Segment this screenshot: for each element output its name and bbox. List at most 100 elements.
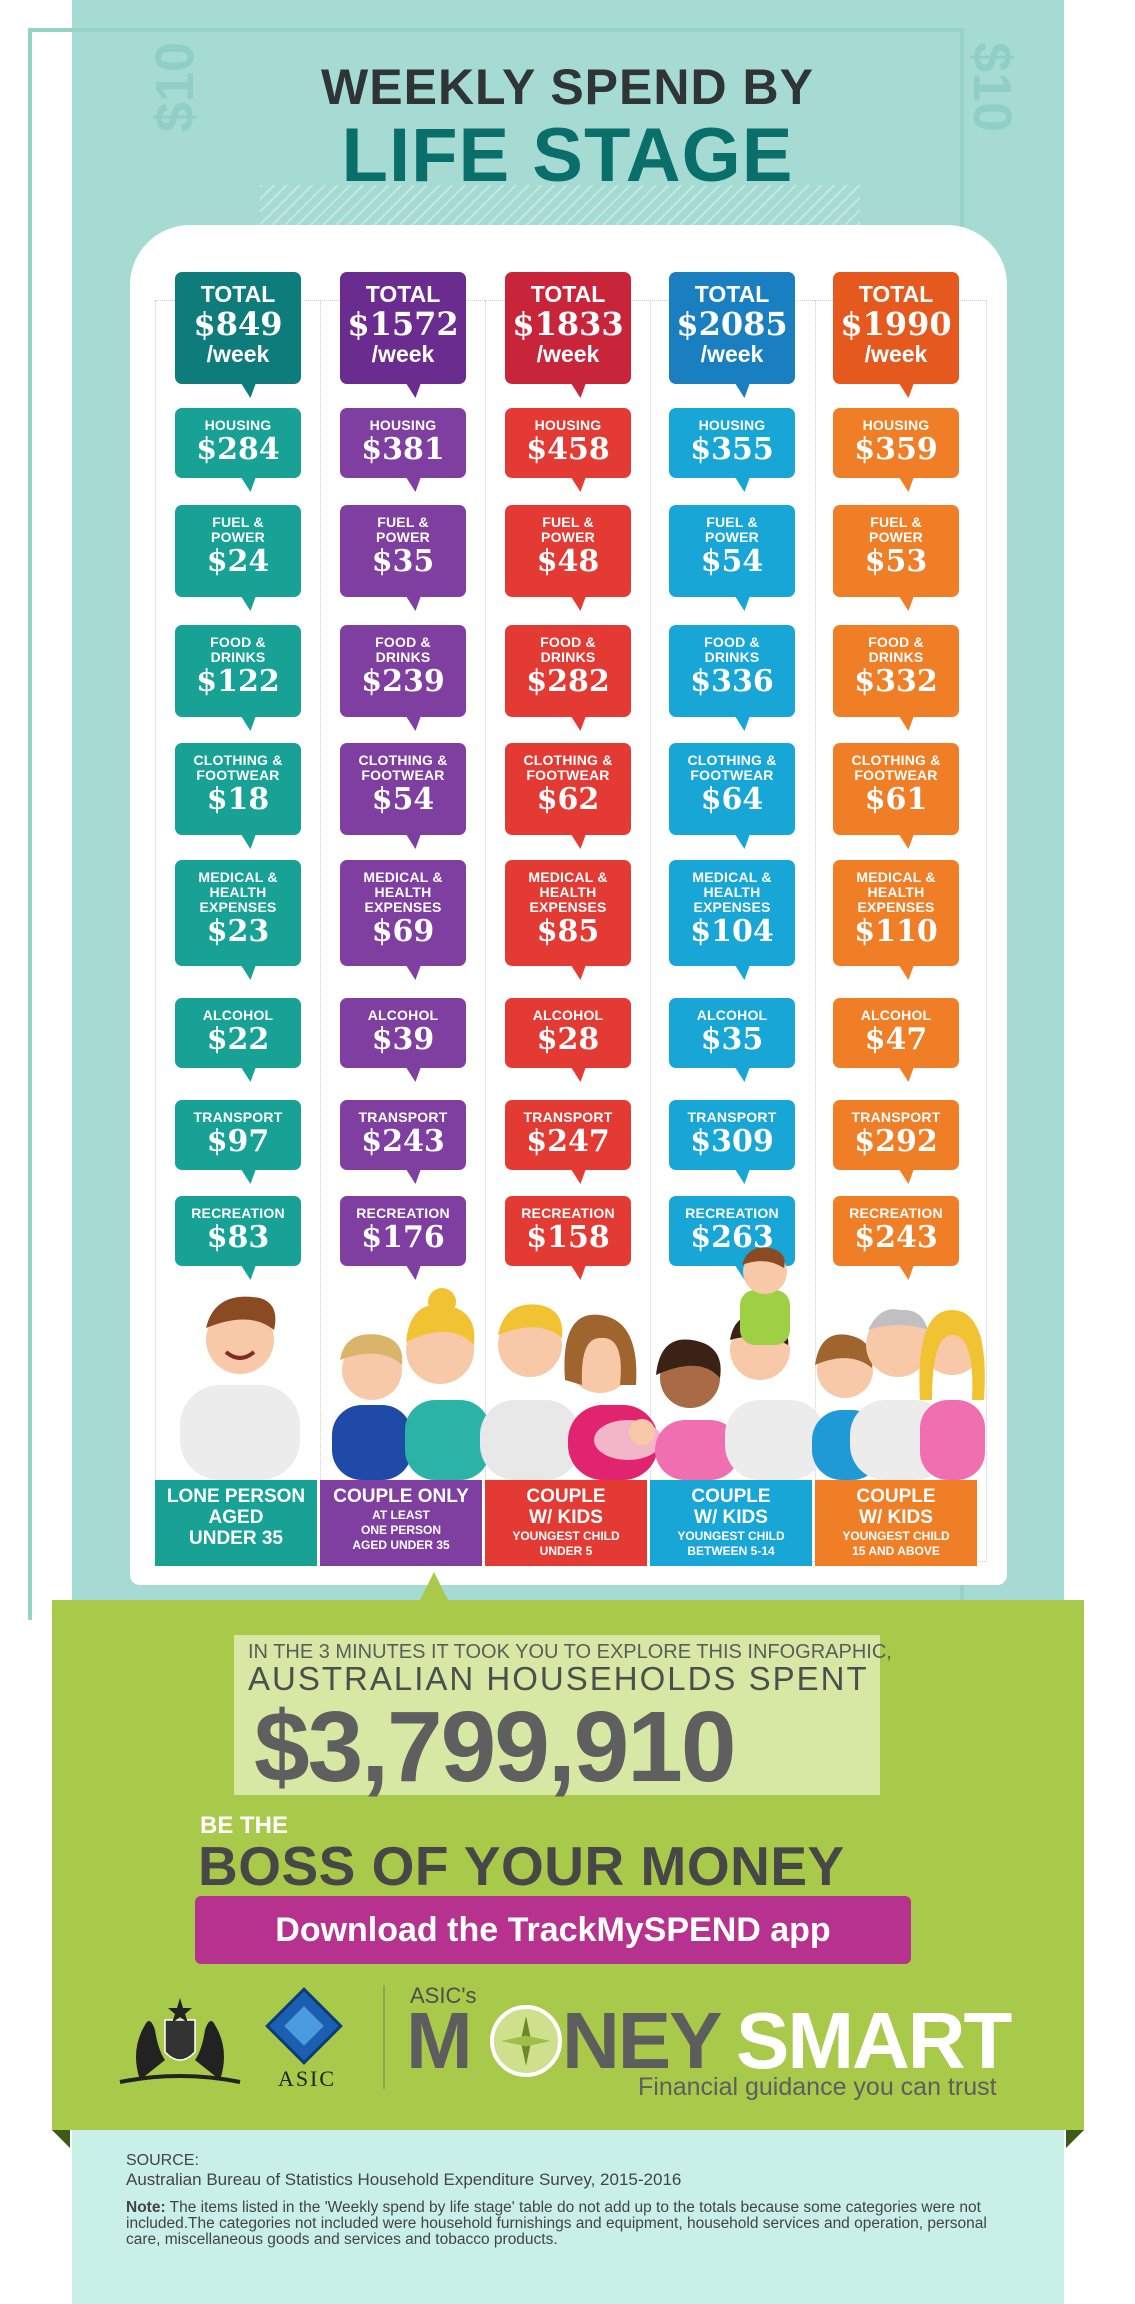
food-value: $282 [526,664,610,699]
total-label: TOTAL [694,281,770,307]
fuel-label: FUEL & [542,514,594,530]
housing-value: $381 [361,432,445,467]
food-tag: FOOD & DRINKS $282 [505,625,631,717]
alcohol-label: ALCOHOL [202,1007,274,1023]
transport-label: TRANSPORT [358,1109,448,1125]
total-value: $1833 [512,305,624,343]
spent-heading: AUSTRALIAN HOUSEHOLDS SPENT [248,1660,869,1697]
alcohol-tag: ALCOHOL $35 [669,998,795,1068]
band-fold-right [1066,2130,1084,2148]
food-value: $332 [854,664,938,699]
medical-label: MEDICAL & [692,869,772,885]
column-2: TOTAL $1572/week HOUSING $381 FUEL & POWER $35… [340,0,466,1600]
fuel-value: $24 [206,544,270,579]
life-stage-line-3: YOUNGEST CHILD [512,1529,620,1543]
transport-tag: TRANSPORT $292 [833,1100,959,1170]
moneysmart-smart: SMART [736,1996,1012,2085]
clothing-label: FOOTWEAR [361,767,445,783]
asic-logo-icon [265,1987,343,2065]
medical-label: HEALTH [867,884,925,900]
housing-tag: HOUSING $284 [175,408,301,478]
recreation-value: $243 [854,1220,938,1255]
couple-with-infant-figures [480,1304,662,1480]
medical-label: HEALTH [209,884,267,900]
clothing-label: FOOTWEAR [526,767,610,783]
fuel-tag: FUEL & POWER $54 [669,505,795,597]
recreation-label: RECREATION [191,1205,285,1221]
fuel-label: POWER [376,529,430,545]
life-stage-line-4: BETWEEN 5-14 [687,1544,775,1558]
fuel-value: $54 [700,544,764,579]
moneysmart-prefix: ASIC's [410,1983,477,2008]
alcohol-value: $39 [371,1022,435,1057]
note-text: The items listed in the 'Weekly spend by… [126,2199,987,2248]
clothing-label: CLOTHING & [523,752,613,768]
life-stage-line-1: LONE PERSON [166,1486,306,1507]
medical-label: HEALTH [703,884,761,900]
clothing-tag: CLOTHING & FOOTWEAR $62 [505,743,631,835]
compass-icon [490,2005,562,2077]
per-week-label: /week [700,341,764,367]
clothing-value: $54 [371,782,435,817]
food-label: DRINKS [540,649,596,665]
band-fold-left [52,2130,70,2148]
medical-label: EXPENSES [693,899,771,915]
food-label: FOOD & [868,634,924,650]
recreation-tag: RECREATION $158 [505,1196,631,1266]
fuel-label: POWER [541,529,595,545]
total-tag: TOTAL $1990/week [833,272,959,384]
column-divider [650,300,651,1480]
transport-value: $243 [361,1124,445,1159]
band-pointer [420,1572,448,1600]
column-divider [815,300,816,1480]
housing-label: HOUSING [862,417,930,433]
recreation-tag: RECREATION $83 [175,1196,301,1266]
alcohol-value: $35 [700,1022,764,1057]
food-label: DRINKS [704,649,760,665]
fuel-tag: FUEL & POWER $35 [340,505,466,597]
food-label: FOOD & [704,634,760,650]
total-label: TOTAL [530,281,606,307]
source-note: Note: The items listed in the 'Weekly sp… [126,2200,996,2248]
transport-value: $97 [206,1124,270,1159]
column-4: TOTAL $2085/week HOUSING $355 FUEL & POWER $54… [669,0,795,1600]
title-line-2: LIFE STAGE [341,113,794,198]
life-stage-line-2: W/ KIDS [529,1507,603,1528]
housing-tag: HOUSING $355 [669,408,795,478]
housing-value: $284 [196,432,280,467]
recreation-value: $158 [526,1220,610,1255]
recreation-tag: RECREATION $263 [669,1196,795,1266]
logo-separator [383,1985,385,2089]
medical-label: MEDICAL & [856,869,936,885]
clothing-value: $62 [536,782,600,817]
couple-with-child-figures [655,1247,825,1480]
column-5: TOTAL $1990/week HOUSING $359 FUEL & POWER $53… [833,0,959,1600]
clothing-label: CLOTHING & [687,752,777,768]
per-week-label: /week [206,341,270,367]
moneysmart-ney: NEY [562,1996,722,2085]
total-tag: TOTAL $1572/week [340,272,466,384]
life-stage-line-3: YOUNGEST CHILD [677,1529,785,1543]
spent-amount: $3,799,910 [254,1691,736,1803]
transport-tag: TRANSPORT $247 [505,1100,631,1170]
alcohol-label: ALCOHOL [532,1007,604,1023]
per-week-label: /week [536,341,600,367]
medical-tag: MEDICAL & HEALTH EXPENSES $110 [833,860,959,966]
source-text: Australian Bureau of Statistics Househol… [126,2170,682,2189]
food-tag: FOOD & DRINKS $239 [340,625,466,717]
clothing-tag: CLOTHING & FOOTWEAR $61 [833,743,959,835]
download-app-button[interactable]: Download the TrackMySPEND app [195,1896,911,1964]
life-stage-line-1: COUPLE [691,1486,771,1507]
clothing-label: FOOTWEAR [690,767,774,783]
clothing-label: FOOTWEAR [854,767,938,783]
medical-tag: MEDICAL & HEALTH EXPENSES $85 [505,860,631,966]
food-label: DRINKS [375,649,431,665]
fuel-value: $48 [536,544,600,579]
medical-label: MEDICAL & [528,869,608,885]
clothing-label: CLOTHING & [851,752,941,768]
alcohol-label: ALCOHOL [367,1007,439,1023]
per-week-label: /week [371,341,435,367]
total-tag: TOTAL $1833/week [505,272,631,384]
recreation-value: $176 [361,1220,445,1255]
clothing-tag: CLOTHING & FOOTWEAR $18 [175,743,301,835]
